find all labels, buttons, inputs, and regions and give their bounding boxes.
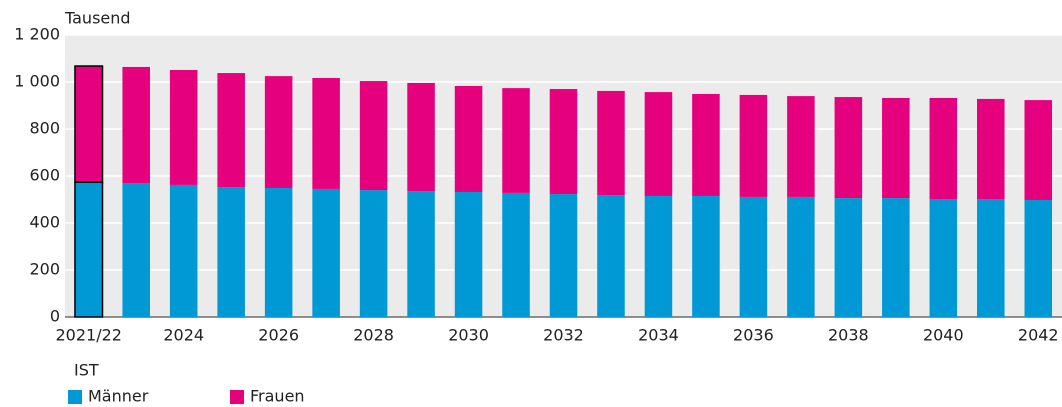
bar <box>597 90 625 196</box>
x-tick-label: 2024 <box>163 326 204 345</box>
bar <box>359 81 388 191</box>
x-tick-label: 2038 <box>828 326 869 345</box>
bar <box>977 199 1005 317</box>
bar <box>692 93 720 196</box>
bar <box>169 70 198 185</box>
y-tick-label: 1 000 <box>14 72 60 91</box>
bar <box>169 184 198 317</box>
x-tick-label: 2034 <box>638 326 679 345</box>
y-tick-label: 0 <box>50 307 60 326</box>
legend-label: Männer <box>88 387 149 406</box>
x-tick-label: 2030 <box>448 326 489 345</box>
bar <box>502 192 530 317</box>
bar <box>549 89 578 195</box>
bar <box>502 88 530 193</box>
bar <box>264 187 293 317</box>
bar <box>312 188 340 317</box>
legend-label: Frauen <box>250 387 305 406</box>
bar <box>977 98 1005 200</box>
y-tick-label: 600 <box>29 166 60 185</box>
y-tick-label: 800 <box>29 119 60 138</box>
bar <box>122 183 150 317</box>
bar <box>644 92 673 196</box>
y-tick-label: 200 <box>29 260 60 279</box>
bar <box>407 191 435 317</box>
bar <box>217 73 245 188</box>
x-tick-label: 2042 <box>1018 326 1059 345</box>
legend-swatch <box>230 390 244 404</box>
bar <box>407 82 435 192</box>
bar <box>74 181 104 318</box>
y-tick-label: 400 <box>29 213 60 232</box>
x-tick-label: 2026 <box>258 326 299 345</box>
bar <box>1024 199 1053 317</box>
bar <box>834 198 863 317</box>
bar <box>692 195 720 317</box>
bar <box>264 76 293 188</box>
bar <box>787 196 815 317</box>
x-tick-label: 2036 <box>733 326 774 345</box>
bar <box>882 97 910 199</box>
x-tick-label: 2028 <box>353 326 394 345</box>
legend-swatch <box>68 390 82 404</box>
bar <box>1024 100 1053 200</box>
bar <box>882 198 910 317</box>
x-tick-label: 2032 <box>543 326 584 345</box>
bar <box>217 187 245 317</box>
bar <box>597 195 625 317</box>
bar <box>454 85 483 192</box>
bar <box>787 96 815 197</box>
bar <box>549 194 578 317</box>
bar <box>929 199 958 317</box>
x-tick-label: 2021/22 <box>56 326 122 345</box>
y-tick-label: 1 200 <box>14 25 60 44</box>
annotation: IST <box>74 361 99 380</box>
y-axis-label: Tausend <box>64 9 131 28</box>
bar <box>74 65 104 183</box>
bar <box>834 97 863 199</box>
bar <box>644 195 673 317</box>
bar <box>739 196 768 317</box>
x-tick-label: 2040 <box>923 326 964 345</box>
bar <box>312 78 340 189</box>
bar <box>454 191 483 317</box>
bar <box>739 94 768 197</box>
bar <box>929 97 958 200</box>
bar <box>359 190 388 317</box>
bar <box>122 66 150 184</box>
